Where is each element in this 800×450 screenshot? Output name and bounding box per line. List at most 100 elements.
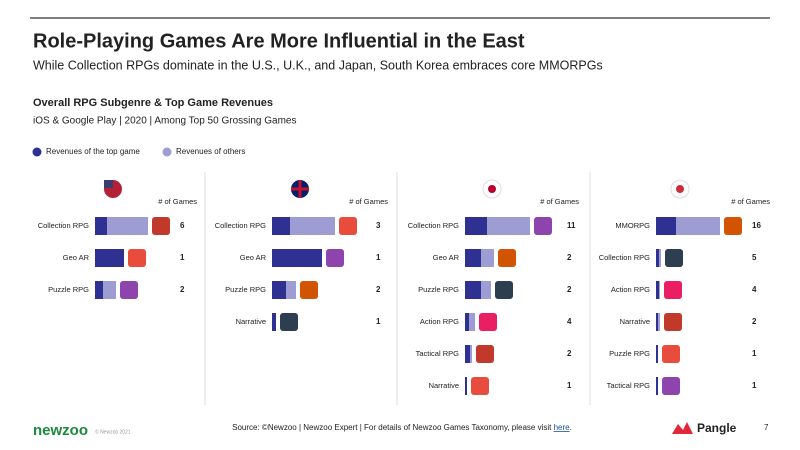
flag-uk-cross: [291, 180, 309, 198]
game-icon: [476, 345, 494, 363]
game-icon: [662, 377, 680, 395]
game-count: 11: [567, 221, 576, 230]
game-count: 3: [376, 221, 381, 230]
game-count: 1: [376, 317, 381, 326]
page-number: 7: [764, 423, 769, 432]
chart-subtitle: iOS & Google Play | 2020 | Among Top 50 …: [33, 116, 297, 127]
category-label: Collection RPG: [408, 221, 459, 230]
bar-segment: [95, 249, 124, 267]
bar-segment: [470, 345, 472, 363]
game-count: 2: [567, 253, 572, 262]
game-icon: [664, 281, 682, 299]
column-label: # of Games: [158, 197, 197, 206]
game-count: 2: [567, 349, 572, 358]
category-label: Narrative: [236, 317, 266, 326]
category-label: Puzzle RPG: [609, 349, 650, 358]
bar-segment: [272, 217, 290, 235]
game-count: 2: [376, 285, 381, 294]
bar-segment: [481, 281, 491, 299]
bar-segment: [465, 249, 481, 267]
category-label: Puzzle RPG: [418, 285, 459, 294]
category-label: MMORPG: [615, 221, 650, 230]
game-icon: [339, 217, 357, 235]
game-count: 16: [752, 221, 761, 230]
category-label: Narrative: [620, 317, 650, 326]
bar-segment: [286, 281, 296, 299]
category-label: Tactical RPG: [416, 349, 460, 358]
game-icon: [498, 249, 516, 267]
game-icon: [665, 249, 683, 267]
separators: [204, 172, 591, 405]
game-count: 1: [752, 349, 757, 358]
category-label: Collection RPG: [38, 221, 89, 230]
bar-segment: [656, 249, 659, 267]
bar-segment: [107, 217, 148, 235]
game-count: 1: [567, 381, 572, 390]
column-label: # of Games: [349, 197, 388, 206]
bar-segment: [272, 313, 276, 331]
category-label: Action RPG: [420, 317, 459, 326]
game-icon: [120, 281, 138, 299]
game-icon: [662, 345, 680, 363]
game-icon: [664, 313, 682, 331]
game-count: 4: [567, 317, 572, 326]
game-icon: [326, 249, 344, 267]
game-count: 4: [752, 285, 757, 294]
title: Role-Playing Games Are More Influential …: [33, 30, 525, 52]
bar-segment: [656, 377, 658, 395]
category-label: Narrative: [429, 381, 459, 390]
bar-segment: [656, 217, 676, 235]
source-link[interactable]: here: [554, 423, 571, 432]
bar-segment: [290, 217, 335, 235]
bar-segment: [659, 249, 661, 267]
flags: [104, 179, 690, 199]
bar-segment: [481, 249, 494, 267]
bar-segment: [465, 313, 469, 331]
bar-segment: [656, 281, 659, 299]
column-label: # of Games: [731, 197, 770, 206]
bar-segment: [465, 217, 487, 235]
legend-label: Revenues of the top game: [46, 147, 140, 156]
source: Source: ©Newzoo | Newzoo Expert | For de…: [232, 423, 572, 432]
bar-segment: [272, 249, 322, 267]
bar-segment: [659, 281, 660, 299]
game-icon: [152, 217, 170, 235]
category-label: Puzzle RPG: [225, 285, 266, 294]
game-count: 1: [180, 253, 185, 262]
bar-segment: [465, 377, 467, 395]
game-count: 1: [752, 381, 757, 390]
game-icon: [724, 217, 742, 235]
copyright: © Newzoo 2021: [95, 428, 131, 435]
game-icon: [495, 281, 513, 299]
game-count: 5: [752, 253, 757, 262]
game-icon: [300, 281, 318, 299]
bar-segment: [676, 217, 720, 235]
column-label: # of Games: [540, 197, 579, 206]
game-count: 2: [180, 285, 185, 294]
game-icon: [471, 377, 489, 395]
flag-kr-taeguk: [676, 185, 684, 193]
bar-segment: [95, 217, 107, 235]
bar-segment: [469, 313, 475, 331]
game-count: 2: [567, 285, 572, 294]
game-icon: [534, 217, 552, 235]
category-label: Collection RPG: [599, 253, 650, 262]
bar-segment: [658, 313, 660, 331]
bar-segment: [95, 281, 103, 299]
partner-icon: [672, 422, 693, 434]
game-icon: [479, 313, 497, 331]
game-icon: [280, 313, 298, 331]
partner-logo: Pangle: [697, 421, 737, 435]
legend-swatch: [32, 147, 42, 157]
game-count: 2: [752, 317, 757, 326]
bar-segment: [465, 281, 481, 299]
legend-swatch: [162, 147, 172, 157]
category-label: Puzzle RPG: [48, 285, 89, 294]
category-label: Tactical RPG: [607, 381, 651, 390]
chart-title: Overall RPG Subgenre & Top Game Revenues: [33, 97, 273, 109]
source-text: Source: ©Newzoo | Newzoo Expert | For de…: [232, 423, 553, 432]
bar-segment: [465, 345, 470, 363]
category-label: Geo AR: [63, 253, 90, 262]
category-label: Geo AR: [433, 253, 460, 262]
